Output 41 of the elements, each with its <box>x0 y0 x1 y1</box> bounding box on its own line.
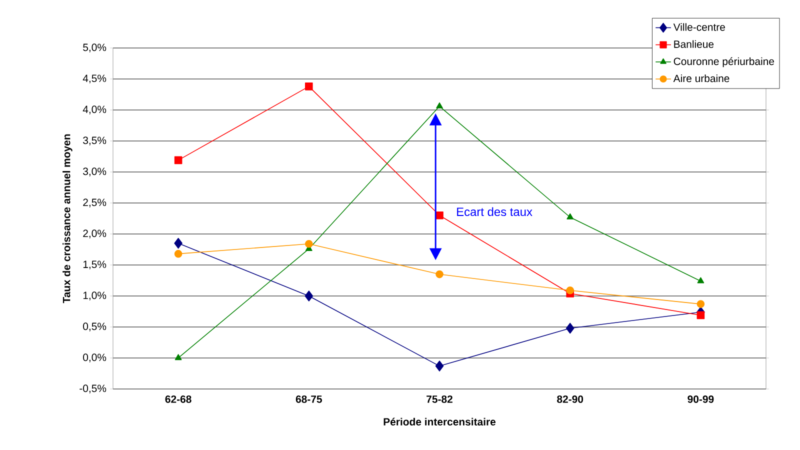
point <box>696 311 705 320</box>
x-tick-label: 90-99 <box>688 396 714 403</box>
point <box>436 102 443 108</box>
y-tick-label: 1,5% <box>83 260 106 270</box>
y-tick-label: 4,0% <box>82 106 106 114</box>
point <box>174 156 182 164</box>
point <box>305 240 313 248</box>
x-tick-label: 82-90 <box>557 396 584 403</box>
legend-label: Banlieue <box>674 40 714 48</box>
legend-label: Ville-centre <box>673 23 725 31</box>
y-tick-label: 0,0% <box>83 354 106 362</box>
point <box>566 286 574 294</box>
x-tick-label: 68-75 <box>296 396 322 403</box>
y-tick-label: 3,0% <box>83 168 106 176</box>
y-tick-label: 2,5% <box>83 198 106 208</box>
point <box>436 270 444 278</box>
point <box>566 213 574 220</box>
y-tick-label: 4,5% <box>82 74 106 84</box>
point <box>174 238 182 249</box>
legend-label: Aire urbaine <box>673 74 730 82</box>
legend-label: Couronne périurbaine <box>674 57 774 68</box>
y-tick-label: 5,0% <box>83 44 106 52</box>
annotation: Ecart des taux <box>457 207 532 216</box>
y-tick-label: 0,5% <box>83 322 106 332</box>
y-tick-label: 3,5% <box>83 136 106 146</box>
x-axis-title: Période intercensitaire <box>384 418 496 426</box>
x-tick-label: 62-68 <box>165 396 192 403</box>
y-tick-label: -0,5% <box>80 384 106 394</box>
x-tick-label: 75-82 <box>426 396 452 403</box>
point <box>697 277 704 284</box>
y-tick-label: 1,0% <box>83 292 106 300</box>
point <box>305 82 313 90</box>
point <box>435 360 444 372</box>
point <box>436 211 444 220</box>
point <box>566 322 574 334</box>
point <box>174 354 182 360</box>
point <box>174 250 182 258</box>
y-tick-label: 2,0% <box>83 230 106 238</box>
point <box>696 300 705 308</box>
y-axis-title: Taux de croissance annuel moyen <box>62 134 72 304</box>
point <box>304 290 314 302</box>
